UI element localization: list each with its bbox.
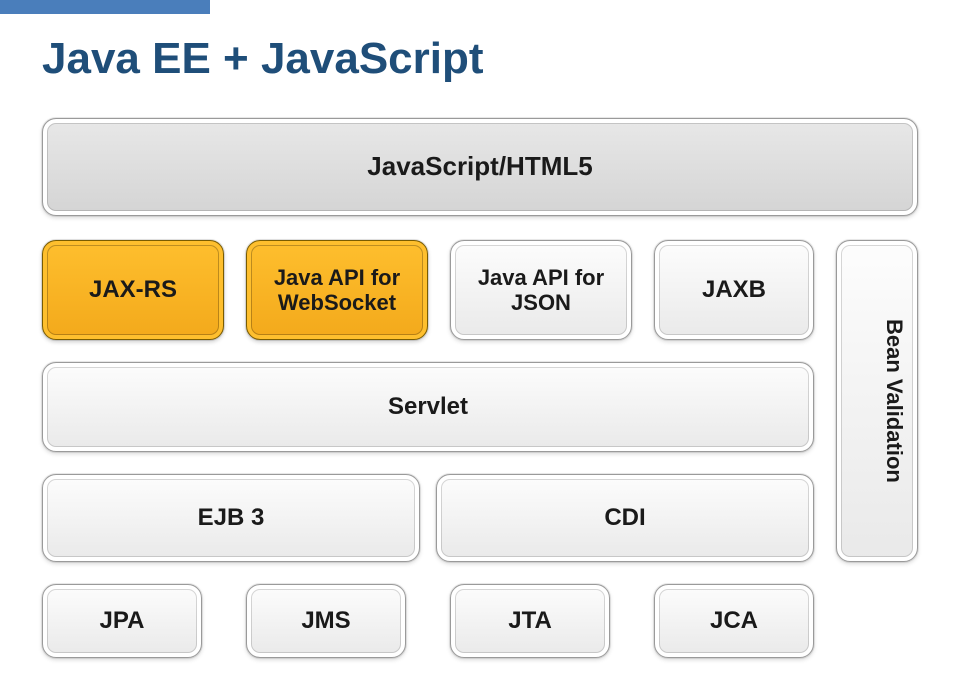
box-label-jpa: JPA — [53, 607, 191, 635]
box-label-servlet: Servlet — [53, 393, 803, 421]
slide-title: Java EE + JavaScript — [42, 34, 484, 84]
accent-bar — [0, 0, 210, 14]
box-label-cdi: CDI — [447, 504, 803, 532]
box-json: Java API forJSON — [450, 240, 632, 340]
box-jms: JMS — [246, 584, 406, 658]
box-label-ejb3: EJB 3 — [53, 504, 409, 532]
box-jshtml5: JavaScript/HTML5 — [42, 118, 918, 216]
box-label-jms: JMS — [257, 607, 395, 635]
box-jaxrs: JAX-RS — [42, 240, 224, 340]
box-label-beanval: Bean Validation — [847, 319, 907, 483]
box-label-jaxrs: JAX-RS — [53, 276, 213, 304]
box-label-json: Java API forJSON — [461, 265, 621, 316]
architecture-diagram: JavaScript/HTML5 JAX-RS Java API forWebSoc… — [42, 118, 918, 658]
box-cdi: CDI — [436, 474, 814, 562]
box-label-jshtml5: JavaScript/HTML5 — [53, 152, 907, 182]
box-jta: JTA — [450, 584, 610, 658]
box-ejb3: EJB 3 — [42, 474, 420, 562]
box-label-jca: JCA — [665, 607, 803, 635]
box-jaxb: JAXB — [654, 240, 814, 340]
box-servlet: Servlet — [42, 362, 814, 452]
box-jca: JCA — [654, 584, 814, 658]
box-label-jta: JTA — [461, 607, 599, 635]
box-label-jaxb: JAXB — [665, 276, 803, 304]
box-jpa: JPA — [42, 584, 202, 658]
box-beanval: Bean Validation — [836, 240, 918, 562]
box-label-websocket: Java API forWebSocket — [257, 265, 417, 316]
box-websocket: Java API forWebSocket — [246, 240, 428, 340]
